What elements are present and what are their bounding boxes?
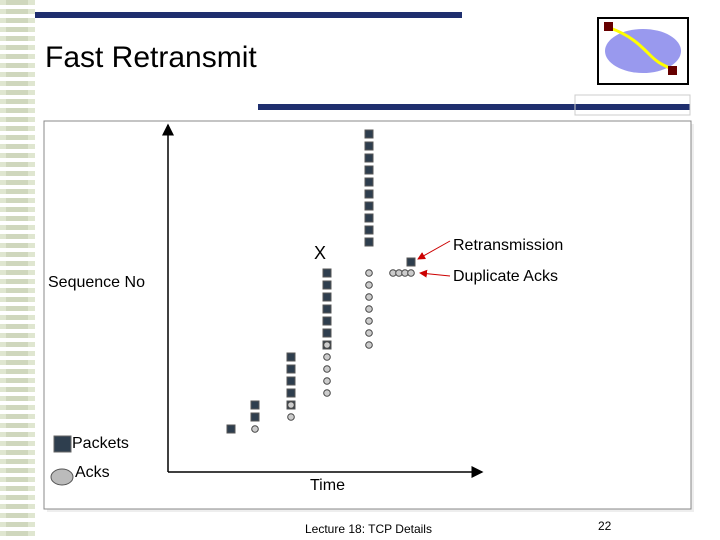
ack	[365, 281, 373, 289]
ack	[407, 269, 415, 277]
packet	[364, 225, 374, 235]
mid-rule	[258, 104, 690, 110]
legend-square	[53, 435, 72, 453]
packet	[364, 213, 374, 223]
y-axis-label: Sequence No	[48, 274, 145, 291]
packet	[250, 412, 260, 422]
ack	[365, 269, 373, 277]
ack	[287, 413, 295, 421]
top-rule	[35, 12, 462, 18]
packet	[250, 400, 260, 410]
ack	[323, 389, 331, 397]
packet	[322, 304, 332, 314]
slide-title: Fast Retransmit	[45, 41, 257, 74]
page-number: 22	[598, 519, 612, 533]
footer-text: Lecture 18: TCP Details	[305, 522, 432, 536]
ack	[251, 425, 259, 433]
packet	[322, 292, 332, 302]
packet	[322, 328, 332, 338]
packet	[364, 141, 374, 151]
ack	[365, 317, 373, 325]
ack	[323, 353, 331, 361]
x-axis-label: Time	[310, 477, 345, 494]
packet	[286, 376, 296, 386]
packet	[322, 280, 332, 290]
side-stripes	[0, 0, 35, 540]
packet	[286, 388, 296, 398]
lost-mark: X	[314, 243, 326, 263]
legend-circle	[50, 468, 74, 486]
ack	[365, 329, 373, 337]
packet	[364, 129, 374, 139]
ack	[365, 341, 373, 349]
ack	[323, 365, 331, 373]
packet	[364, 177, 374, 187]
packet	[364, 237, 374, 247]
arrow	[417, 240, 451, 260]
rule-box	[574, 94, 691, 116]
packet	[286, 364, 296, 374]
packet	[322, 316, 332, 326]
legend-label: Acks	[75, 464, 110, 481]
annotation: Duplicate Acks	[453, 268, 558, 285]
annotation: Retransmission	[453, 237, 563, 254]
ack	[365, 293, 373, 301]
ack	[323, 377, 331, 385]
packet	[226, 424, 236, 434]
packet	[286, 352, 296, 362]
network-icon	[597, 17, 689, 85]
packet	[364, 153, 374, 163]
legend-label: Packets	[72, 435, 129, 452]
arrow	[419, 269, 451, 278]
ack	[365, 305, 373, 313]
ack	[287, 401, 295, 409]
ack	[323, 341, 331, 349]
packet	[406, 257, 416, 267]
packet	[322, 268, 332, 278]
packet	[364, 201, 374, 211]
packet	[364, 189, 374, 199]
packet	[364, 165, 374, 175]
